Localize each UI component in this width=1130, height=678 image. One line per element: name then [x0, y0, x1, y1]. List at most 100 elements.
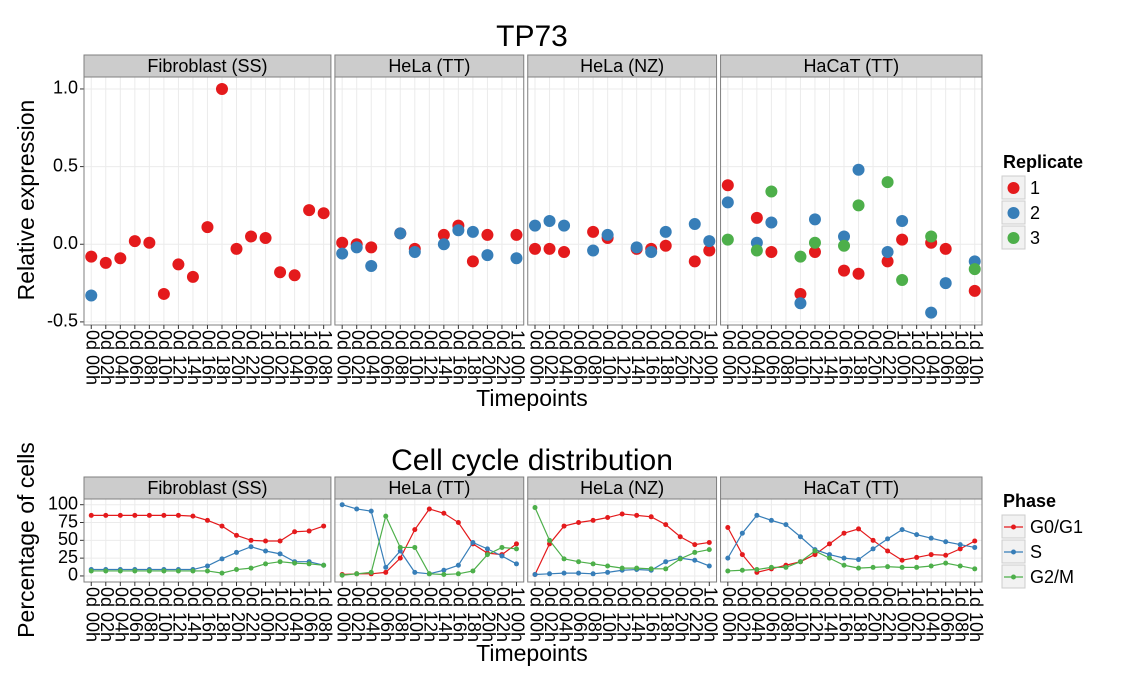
y-axis-label: Relative expression — [13, 100, 39, 301]
data-point — [172, 258, 185, 271]
y-tick-label: 0.5 — [53, 155, 78, 175]
data-point — [972, 544, 978, 550]
data-point — [943, 560, 949, 566]
data-point — [117, 512, 123, 518]
x-tick-label: 0d 18h — [657, 587, 677, 642]
data-point — [826, 552, 832, 558]
data-point — [605, 563, 611, 569]
x-tick-label: 0d 08h — [584, 330, 604, 385]
x-tick-label: 0d 20h — [864, 330, 884, 385]
data-point — [466, 255, 479, 268]
x-tick-label: 0d 20h — [864, 587, 884, 642]
panel — [720, 77, 982, 325]
data-point — [957, 546, 963, 552]
data-point — [841, 562, 847, 568]
x-tick-label: 0d 00h — [719, 587, 739, 642]
strip — [527, 476, 718, 500]
data-point — [321, 523, 327, 529]
data-point — [885, 536, 891, 542]
x-tick-label: 1d 00h — [701, 587, 721, 642]
data-point — [896, 233, 909, 246]
data-point — [605, 515, 611, 521]
data-point — [543, 242, 556, 255]
x-tick-label: 0d 02h — [348, 330, 368, 385]
y-tick-label: 1.0 — [53, 78, 78, 98]
data-point — [739, 567, 745, 573]
data-point — [499, 553, 505, 559]
data-point — [412, 544, 418, 550]
data-point — [277, 551, 283, 557]
data-point — [88, 568, 94, 574]
data-point — [914, 532, 920, 538]
data-point — [161, 568, 167, 574]
x-tick-label: 0d 02h — [734, 330, 754, 385]
data-point — [336, 247, 349, 260]
x-tick-label: 0d 04h — [555, 587, 575, 642]
data-point — [274, 266, 287, 279]
strip — [720, 476, 983, 500]
chart-title: Cell cycle distribution — [391, 444, 673, 477]
data-point — [412, 527, 418, 533]
x-tick-label: 0d 20h — [671, 587, 691, 642]
x-axis-label: Timepoints — [476, 385, 588, 411]
data-point — [441, 510, 447, 516]
data-point — [85, 289, 98, 302]
data-point — [354, 571, 360, 577]
data-point — [856, 557, 862, 563]
data-point — [634, 512, 640, 518]
data-point — [838, 264, 851, 277]
legend-marker — [1011, 524, 1016, 530]
x-tick-label: 1d 02h — [271, 587, 291, 642]
data-point — [248, 537, 254, 543]
data-point — [928, 552, 934, 558]
legend-marker — [1011, 549, 1016, 555]
x-tick-label: 1d 08h — [315, 587, 335, 642]
strip — [527, 54, 718, 78]
data-point — [365, 259, 378, 272]
chart-title: TP73 — [496, 20, 568, 53]
data-point — [972, 538, 978, 544]
x-tick-label: 0d 10h — [406, 330, 426, 385]
data-point — [659, 239, 672, 252]
data-point — [576, 520, 582, 526]
data-point — [558, 219, 571, 232]
strip — [334, 476, 525, 500]
x-tick-label: 0d 02h — [541, 330, 561, 385]
data-point — [190, 568, 196, 574]
x-tick-label: 0d 22h — [493, 330, 513, 385]
data-point — [928, 535, 934, 541]
data-point — [99, 256, 112, 269]
data-point — [321, 562, 327, 568]
data-point — [852, 163, 865, 176]
y-tick-label: -0.5 — [47, 311, 78, 331]
x-tick-label: 1d 00h — [257, 330, 277, 385]
data-point — [441, 567, 447, 573]
data-point — [452, 224, 465, 237]
data-point — [117, 568, 123, 574]
data-point — [957, 542, 963, 548]
x-tick-label: 0d 16h — [835, 330, 855, 385]
data-point — [928, 563, 934, 569]
x-tick-label: 0d 14h — [821, 587, 841, 642]
data-point — [721, 179, 734, 192]
data-point — [292, 560, 298, 566]
data-point — [677, 534, 683, 540]
legend-marker — [1007, 182, 1020, 194]
data-point — [692, 557, 698, 563]
data-point — [146, 568, 152, 574]
x-tick-label: 0d 22h — [242, 587, 262, 642]
x-tick-label: 0d 22h — [879, 330, 899, 385]
x-tick-label: 1d 08h — [951, 587, 971, 642]
x-tick-label: 0d 06h — [570, 330, 590, 385]
strip-label: HaCaT (TT) — [803, 56, 899, 76]
data-point — [663, 522, 669, 528]
data-point — [783, 564, 789, 570]
data-point — [885, 564, 891, 570]
data-point — [634, 565, 640, 571]
strip — [83, 476, 332, 500]
data-point — [513, 561, 519, 567]
x-tick-label: 1d 00h — [701, 330, 721, 385]
data-point — [692, 549, 698, 555]
data-point — [826, 555, 832, 561]
legend-marker — [1007, 232, 1020, 244]
